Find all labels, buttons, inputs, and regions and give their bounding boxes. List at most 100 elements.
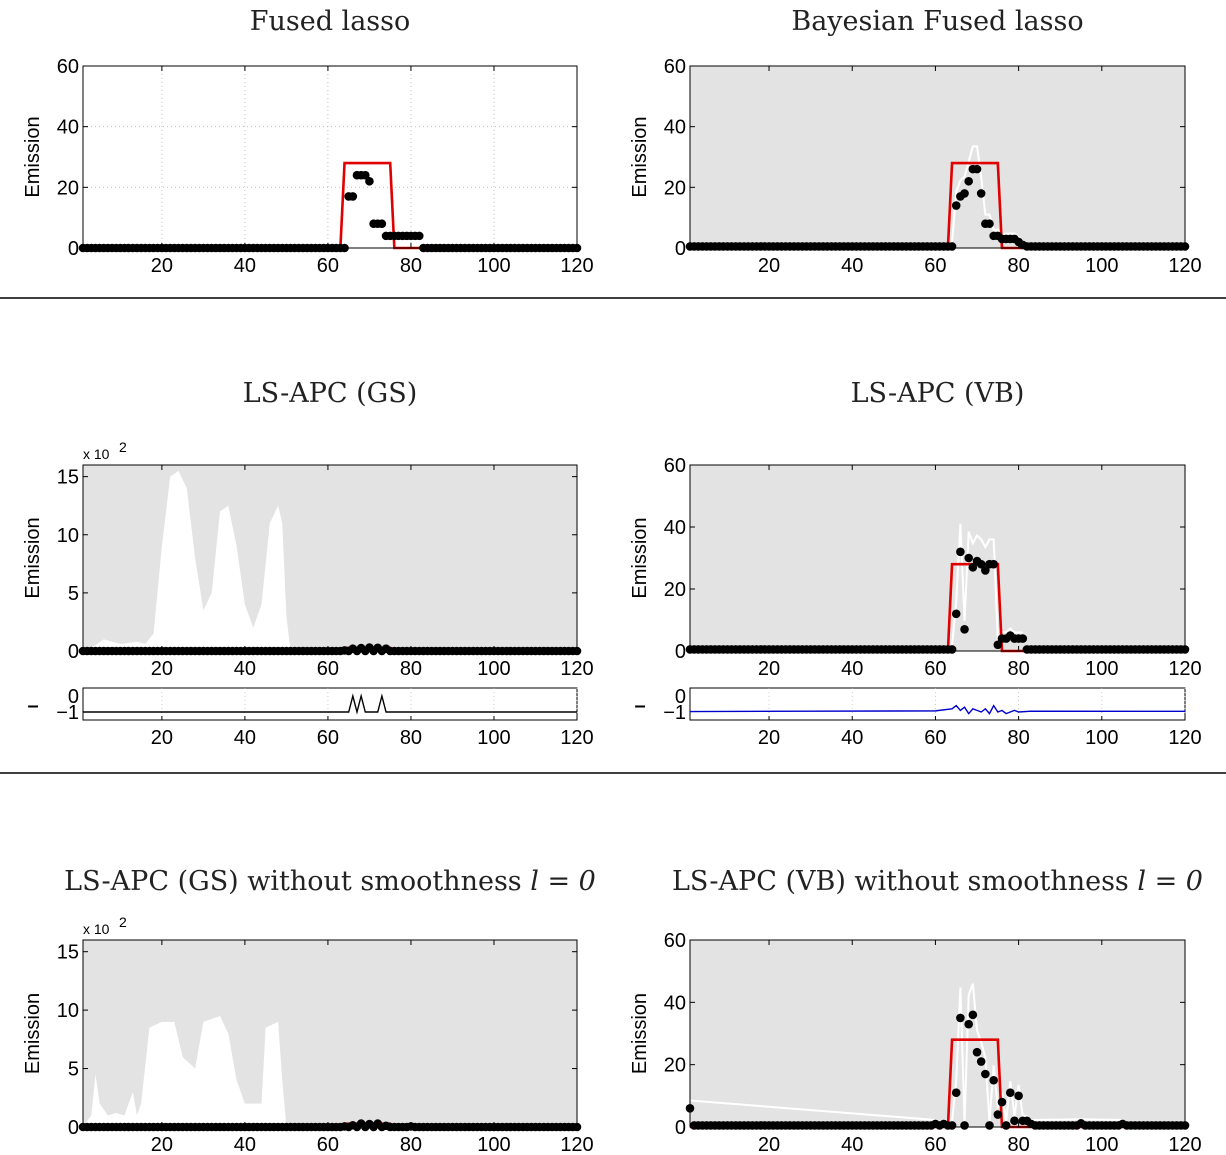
x-tick-label: 20	[151, 255, 173, 277]
estimate-point	[976, 1057, 986, 1066]
plot-area	[690, 465, 1185, 651]
y-multiplier: x 10	[83, 921, 110, 937]
sub-panel: 0−1– 20 40 60 80 100 120	[27, 686, 593, 749]
y-axis-label: Emission	[629, 993, 651, 1074]
sub-side-label: –	[634, 695, 645, 717]
chart-p2: Bayesian Fused lasso 20 40 60 80 100 120 0 20 40 6…	[629, 6, 1202, 277]
estimate-point	[1005, 1088, 1015, 1098]
x-tick-label: 80	[1007, 1134, 1029, 1155]
estimate-point	[360, 170, 370, 180]
estimate-point	[964, 1019, 973, 1029]
estimate-point	[976, 189, 986, 198]
x-tick-label: 60	[924, 1134, 946, 1155]
y-axis-label: Emission	[22, 116, 44, 197]
estimate-point	[993, 640, 1003, 650]
axes-frame	[82, 464, 578, 652]
estimate-point	[1010, 1116, 1019, 1126]
y-tick-label: 60	[664, 56, 686, 78]
y-tick-label: 40	[664, 992, 686, 1014]
sub-x-tick-label: 20	[758, 727, 780, 749]
sub-y-tick-label: −1	[663, 702, 686, 724]
sub-x-tick-label: 40	[234, 727, 256, 749]
sub-line	[689, 704, 1186, 715]
x-tick-label: 100	[1085, 1134, 1118, 1155]
chart-title-math: l = 0	[522, 866, 596, 897]
posterior-ribbon	[951, 523, 1023, 647]
x-tick-label: 80	[1007, 658, 1029, 680]
chart-p5: LS-APC (GS) without smoothness l = 020 40…	[22, 866, 596, 1155]
estimate-point	[951, 201, 961, 210]
sub-x-tick-label: 100	[477, 727, 510, 749]
chart-title: LS-APC (GS)	[243, 378, 418, 409]
y-tick-label: 60	[57, 56, 79, 78]
posterior-ribbon	[689, 983, 1123, 1124]
x-tick-label: 40	[841, 255, 863, 277]
chart-title: LS-APC (GS) without smoothness l = 0	[64, 866, 596, 897]
estimate-point	[926, 1121, 936, 1130]
estimate-point	[1001, 1121, 1011, 1130]
plot-area	[83, 66, 577, 248]
x-tick-label: 120	[1168, 255, 1201, 277]
y-tick-label: 20	[664, 177, 686, 199]
estimate-point	[964, 176, 973, 186]
y-tick-label: 20	[57, 177, 79, 199]
estimate-point	[956, 1013, 965, 1023]
y-tick-label: 15	[57, 942, 79, 964]
estimate-point	[377, 219, 387, 229]
y-tick-label: 5	[68, 583, 79, 605]
estimate-point	[964, 553, 973, 563]
x-tick-label: 80	[400, 255, 422, 277]
y-tick-label: 20	[664, 579, 686, 601]
x-tick-label: 40	[234, 658, 256, 680]
posterior-ribbon	[951, 145, 1024, 244]
estimate-point	[981, 566, 990, 575]
y-tick-label: 15	[57, 467, 79, 489]
estimate-point	[414, 231, 424, 241]
chart-title: LS-APC (VB) without smoothness l = 0	[672, 866, 1203, 897]
axes-frame	[689, 65, 1186, 249]
x-tick-label: 60	[924, 255, 946, 277]
credible-band	[83, 470, 291, 651]
sub-x-tick-label: 120	[1168, 727, 1201, 749]
sub-x-tick-label: 60	[924, 727, 946, 749]
estimate-point	[960, 625, 969, 634]
x-tick-label: 80	[1007, 255, 1029, 277]
x-tick-label: 60	[317, 1134, 339, 1155]
x-tick-label: 20	[151, 658, 173, 680]
axes-frame	[689, 939, 1186, 1128]
sub-side-label: –	[27, 695, 38, 717]
y-tick-label: 10	[57, 525, 79, 547]
y-tick-label: 40	[57, 117, 79, 139]
y-multiplier-exponent: 2	[119, 439, 127, 455]
estimate-point	[951, 1088, 961, 1098]
x-tick-label: 20	[758, 1134, 780, 1155]
x-tick-label: 40	[234, 1134, 256, 1155]
estimate-point	[997, 1097, 1007, 1107]
y-tick-label: 60	[664, 930, 686, 952]
chart-title: Fused lasso	[250, 6, 411, 37]
x-tick-label: 100	[477, 255, 510, 277]
y-tick-label: 10	[57, 1000, 79, 1022]
estimate-point	[348, 192, 358, 201]
chart-title: LS-APC (VB)	[851, 378, 1025, 409]
y-tick-label: 0	[68, 238, 79, 260]
x-tick-label: 60	[317, 255, 339, 277]
sub-panel: 0−1– 20 40 60 80 100 120	[634, 686, 1201, 749]
x-tick-label: 120	[560, 658, 593, 680]
y-tick-label: 20	[664, 1055, 686, 1077]
y-tick-label: 40	[664, 517, 686, 539]
sub-x-tick-label: 100	[1085, 727, 1118, 749]
plot-area	[690, 940, 1185, 1127]
x-tick-label: 120	[1168, 1134, 1201, 1155]
sub-x-tick-label: 80	[1007, 727, 1029, 749]
estimate-point	[365, 176, 374, 186]
estimate-point	[1018, 634, 1028, 643]
x-tick-label: 120	[1168, 658, 1201, 680]
x-tick-label: 20	[758, 255, 780, 277]
plot-area	[690, 66, 1185, 248]
chart-p1: Fused lasso 20 40 60 80 100 120 0 20 40 60 Emission	[22, 6, 594, 277]
estimate-point	[960, 1121, 969, 1130]
sub-x-tick-label: 80	[400, 727, 422, 749]
y-tick-label: 40	[664, 117, 686, 139]
